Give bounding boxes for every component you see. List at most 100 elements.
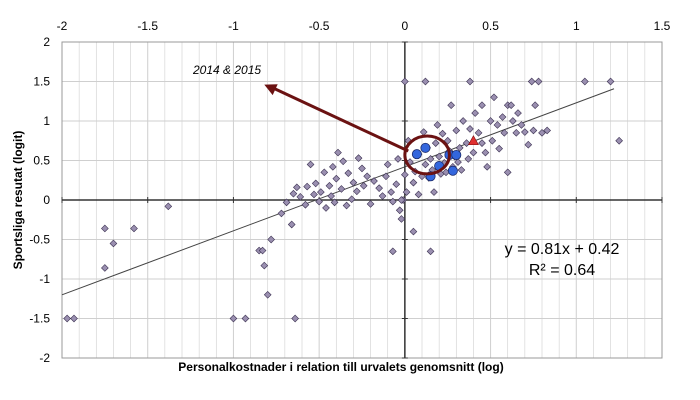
data-point xyxy=(258,246,267,255)
data-point xyxy=(493,121,502,129)
x-tick-label: -1 xyxy=(228,19,239,33)
data-point xyxy=(503,168,512,177)
data-point xyxy=(315,197,323,206)
data-point xyxy=(414,190,423,199)
data-point xyxy=(395,206,404,215)
data-point xyxy=(241,314,250,323)
data-point xyxy=(394,155,402,163)
data-point xyxy=(327,192,335,200)
data-point xyxy=(303,182,311,191)
data-point xyxy=(457,166,466,174)
y-tick-label: -1.5 xyxy=(29,312,50,326)
marked-point xyxy=(467,135,479,146)
data-point xyxy=(512,129,521,137)
data-point xyxy=(469,148,478,157)
data-point xyxy=(581,77,589,86)
data-point xyxy=(514,109,522,117)
y-tick-label: 0.5 xyxy=(33,154,50,168)
r-squared-label: R² = 0.64 xyxy=(529,262,595,279)
data-point xyxy=(267,235,275,244)
data-point xyxy=(366,200,375,208)
data-point xyxy=(421,160,430,169)
data-point xyxy=(421,77,430,86)
x-tick-label: 1 xyxy=(573,19,580,33)
data-point xyxy=(349,178,358,187)
data-point xyxy=(320,168,329,177)
data-point xyxy=(334,148,342,157)
data-point xyxy=(310,190,318,199)
y-tick-label: -1 xyxy=(39,272,50,286)
data-point xyxy=(433,121,442,129)
data-point xyxy=(101,224,109,233)
data-point xyxy=(382,172,390,181)
data-point xyxy=(615,136,623,145)
data-point xyxy=(402,188,411,196)
data-points xyxy=(63,77,623,323)
data-point xyxy=(471,109,479,117)
data-point xyxy=(277,209,286,218)
annotation-arrow xyxy=(271,86,409,153)
data-point xyxy=(401,170,409,179)
data-point xyxy=(289,189,298,198)
data-point xyxy=(409,178,418,187)
data-point xyxy=(101,264,109,272)
data-point xyxy=(401,77,409,86)
data-point xyxy=(63,314,71,323)
highlight-point xyxy=(420,142,431,153)
regression-equation: y = 0.81x + 0.42 xyxy=(505,241,620,258)
data-point xyxy=(370,177,378,185)
data-point xyxy=(409,227,418,236)
data-point xyxy=(301,200,310,209)
data-point xyxy=(462,139,471,147)
data-point xyxy=(534,77,543,86)
data-point xyxy=(344,169,353,177)
data-point xyxy=(322,204,330,212)
data-point xyxy=(438,129,447,138)
data-point xyxy=(500,129,509,137)
data-point xyxy=(397,215,406,223)
data-point xyxy=(329,162,337,171)
data-point xyxy=(454,158,462,166)
data-point xyxy=(109,239,118,248)
data-point xyxy=(606,77,615,86)
data-point xyxy=(353,187,361,196)
highlight-ellipse xyxy=(403,134,451,176)
x-tick-label: 0 xyxy=(402,19,409,33)
data-point xyxy=(389,197,397,206)
data-point xyxy=(282,198,291,207)
data-point xyxy=(263,290,272,299)
data-point xyxy=(524,140,533,149)
data-point xyxy=(332,174,341,183)
annotation-group xyxy=(264,84,451,176)
data-point xyxy=(538,129,546,137)
highlight-point xyxy=(451,149,462,160)
y-tick-label: 1 xyxy=(43,114,50,128)
data-point xyxy=(474,129,483,137)
data-point xyxy=(342,201,351,210)
data-point xyxy=(466,77,474,86)
data-point xyxy=(260,261,269,270)
data-point xyxy=(490,93,498,102)
x-tick-label: -0.5 xyxy=(309,19,330,33)
x-tick-label: 0.5 xyxy=(482,19,499,33)
data-point xyxy=(359,181,368,190)
data-point xyxy=(164,202,173,211)
data-point xyxy=(347,195,356,204)
data-point xyxy=(478,139,486,147)
data-point xyxy=(481,148,490,157)
data-point xyxy=(229,314,238,323)
annotation-label: 2014 & 2015 xyxy=(192,63,261,77)
data-point xyxy=(392,180,401,189)
data-point xyxy=(543,126,551,135)
data-point xyxy=(70,314,78,323)
data-point xyxy=(478,101,486,110)
data-point xyxy=(354,154,363,162)
data-point xyxy=(383,160,392,169)
data-point xyxy=(389,247,397,256)
data-point xyxy=(466,125,474,133)
y-tick-label: 2 xyxy=(43,35,50,49)
data-point xyxy=(527,77,536,86)
data-point xyxy=(130,224,138,233)
y-tick-label: -2 xyxy=(39,351,50,365)
